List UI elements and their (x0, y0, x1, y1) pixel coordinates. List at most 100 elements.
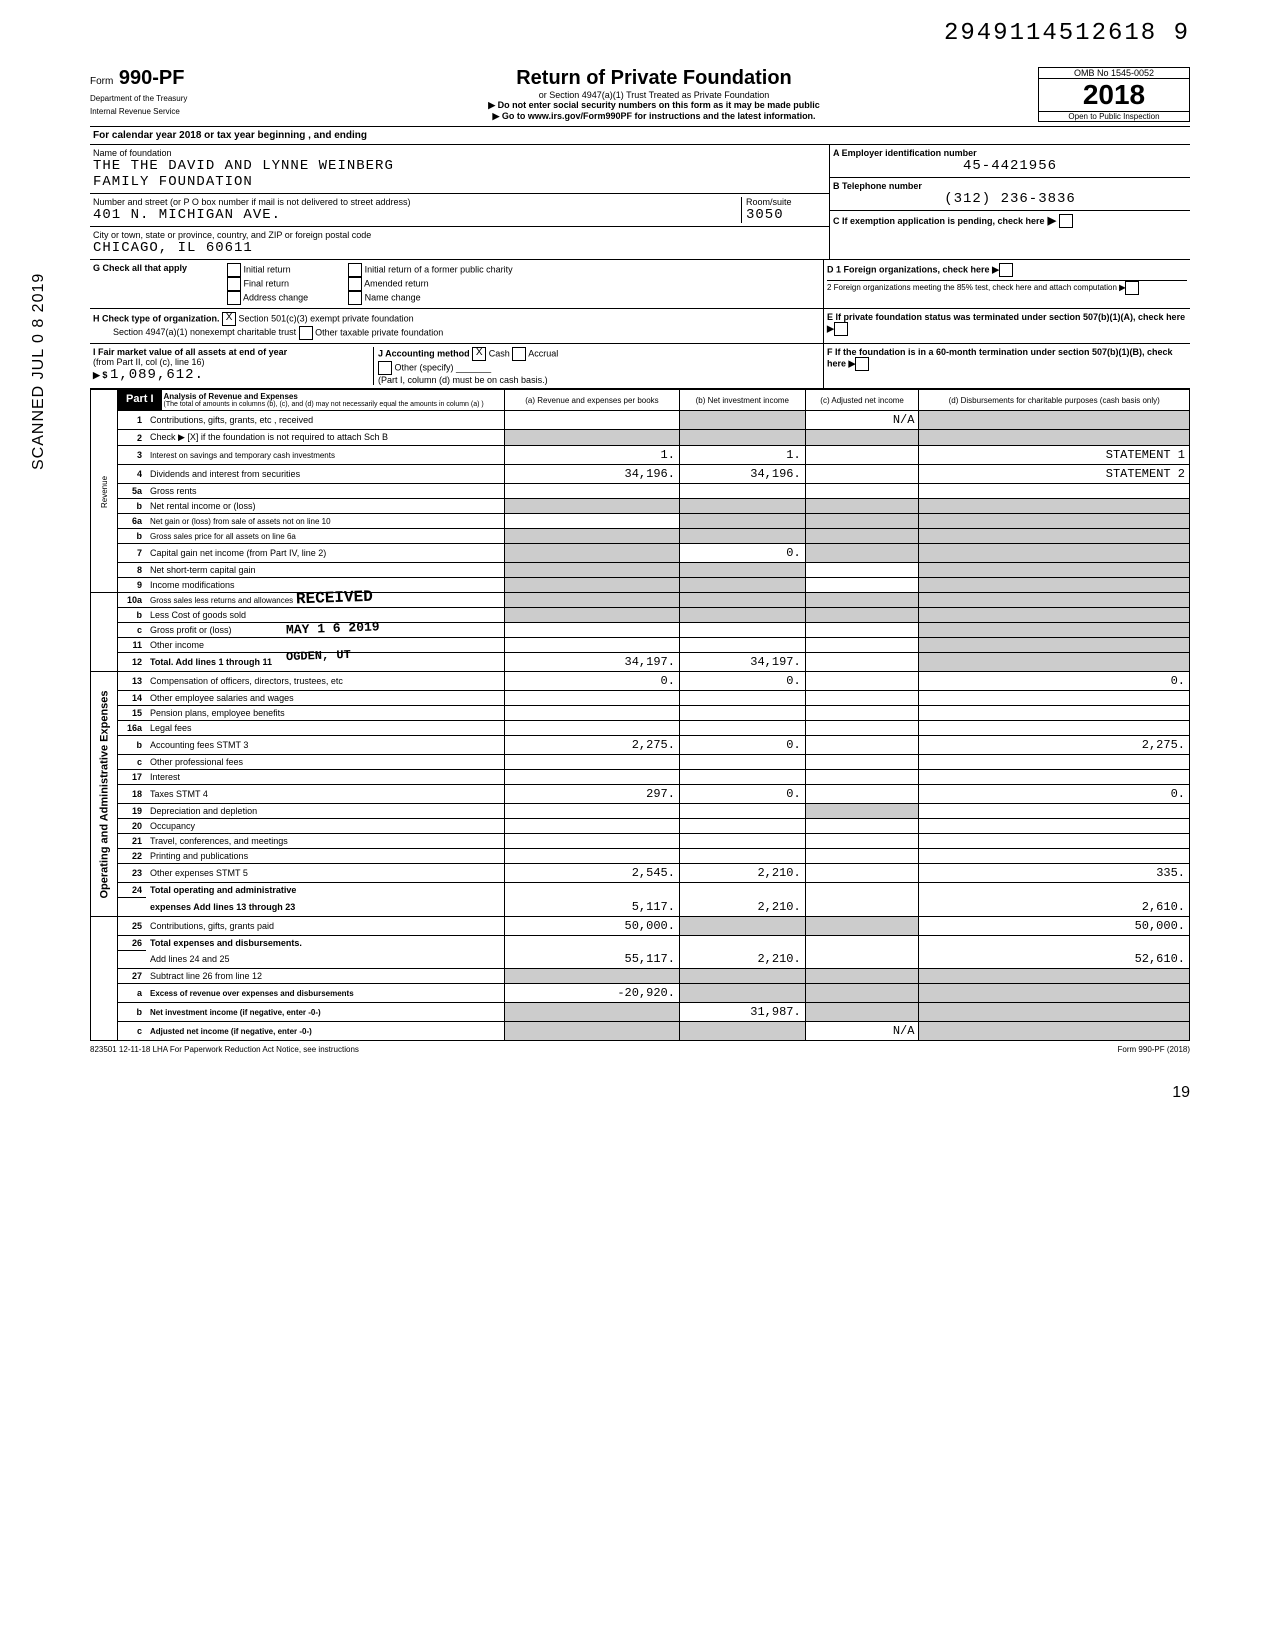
cell (919, 411, 1190, 430)
row-desc: Other employee salaries and wages (146, 691, 505, 706)
cell (805, 529, 919, 544)
h-501c3-checkbox[interactable]: X (222, 312, 236, 326)
cell (505, 804, 680, 819)
cell: 2,210. (679, 898, 805, 917)
row-desc: Printing and publications (146, 849, 505, 864)
cell (805, 770, 919, 785)
cell: 34,197. (505, 653, 680, 672)
cell (805, 578, 919, 593)
row-desc: Interest on savings and temporary cash i… (146, 446, 505, 465)
e-checkbox[interactable] (834, 322, 848, 336)
cell (919, 529, 1190, 544)
dept-treasury: Department of the Treasury (90, 94, 270, 103)
cell: STATEMENT 2 (919, 465, 1190, 484)
cell (679, 770, 805, 785)
cell (505, 721, 680, 736)
row-desc: Accounting fees STMT 3 (146, 736, 505, 755)
amended-checkbox[interactable] (348, 277, 362, 291)
box-c-checkbox[interactable] (1059, 214, 1073, 228)
row-desc: Capital gain net income (from Part IV, l… (146, 544, 505, 563)
row-desc: Net gain or (loss) from sale of assets n… (146, 514, 505, 529)
row-num: c (118, 623, 147, 638)
form-prefix: Form (90, 76, 113, 87)
page-number: 19 (90, 1084, 1190, 1102)
j-cash-checkbox[interactable]: X (472, 347, 486, 361)
cell (919, 969, 1190, 984)
row-num: c (118, 1022, 147, 1041)
cell (805, 691, 919, 706)
d2-checkbox[interactable] (1125, 281, 1139, 295)
cell (679, 819, 805, 834)
cell: 0. (679, 785, 805, 804)
cell (919, 638, 1190, 653)
cell (505, 563, 680, 578)
row-num: 3 (118, 446, 147, 465)
col-a-header: (a) Revenue and expenses per books (505, 390, 680, 411)
cell: N/A (805, 411, 919, 430)
cell (505, 834, 680, 849)
public-inspection: Open to Public Inspection (1039, 111, 1189, 121)
cell (679, 411, 805, 430)
cell: 52,610. (919, 950, 1190, 969)
cell (919, 608, 1190, 623)
cell (505, 849, 680, 864)
row-num: 21 (118, 834, 147, 849)
row-desc: Total operating and administrative (146, 883, 505, 898)
cell: 2,275. (919, 736, 1190, 755)
cell (805, 898, 919, 917)
cell (679, 563, 805, 578)
row-desc: Other expenses STMT 5 (146, 864, 505, 883)
box-h-label: H Check type of organization. (93, 313, 220, 323)
row-desc: Adjusted net income (if negative, enter … (146, 1022, 505, 1041)
row-desc: Other professional fees (146, 755, 505, 770)
address-change-checkbox[interactable] (227, 291, 241, 305)
cell (505, 499, 680, 514)
cell (679, 969, 805, 984)
d1-checkbox[interactable] (999, 263, 1013, 277)
cell (505, 514, 680, 529)
box-f-label: F If the foundation is in a 60-month ter… (827, 347, 1173, 368)
cell (805, 1003, 919, 1022)
former-charity-checkbox[interactable] (348, 263, 362, 277)
cell (679, 721, 805, 736)
row-num: 14 (118, 691, 147, 706)
foundation-name-2: FAMILY FOUNDATION (93, 174, 826, 190)
cell (805, 969, 919, 984)
form-number: 990-PF (119, 67, 185, 89)
j-other-checkbox[interactable] (378, 361, 392, 375)
part1-table: Revenue Part I Analysis of Revenue and E… (90, 389, 1190, 1041)
cell (505, 755, 680, 770)
cell (919, 430, 1190, 446)
tel-value: (312) 236-3836 (833, 191, 1187, 207)
f-checkbox[interactable] (855, 357, 869, 371)
name-change-checkbox[interactable] (348, 291, 362, 305)
cell: 50,000. (505, 916, 680, 935)
row-num: 12 (118, 653, 147, 672)
row-num: 25 (118, 916, 147, 935)
cell (919, 563, 1190, 578)
box-g-label: G Check all that apply (93, 263, 187, 273)
row-num: 26 (118, 935, 147, 950)
cell: STATEMENT 1 (919, 446, 1190, 465)
cell (505, 593, 680, 608)
j-accrual-checkbox[interactable] (512, 347, 526, 361)
cell (505, 969, 680, 984)
cell (505, 706, 680, 721)
final-return-checkbox[interactable] (227, 277, 241, 291)
ein-value: 45-4421956 (833, 158, 1187, 174)
cell (919, 883, 1190, 898)
row-num: b (118, 1003, 147, 1022)
cell (505, 770, 680, 785)
h-4947-checkbox[interactable] (299, 326, 313, 340)
row-num (118, 898, 147, 917)
cell (805, 499, 919, 514)
cell (679, 834, 805, 849)
cell: 0. (505, 672, 680, 691)
initial-return-checkbox[interactable] (227, 263, 241, 277)
cell (679, 514, 805, 529)
row-num: 22 (118, 849, 147, 864)
cell: 5,117. (505, 898, 680, 917)
box-i-value: 1,089,612. (110, 367, 204, 383)
row-desc: Dividends and interest from securities (146, 465, 505, 484)
row-num: 17 (118, 770, 147, 785)
